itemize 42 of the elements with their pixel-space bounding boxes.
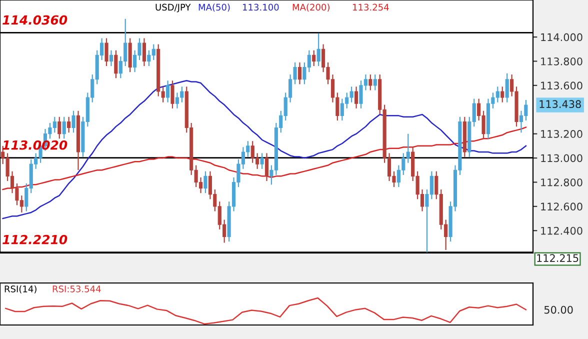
candlestick [298, 62, 302, 85]
candlestick [170, 80, 174, 109]
candlestick [109, 50, 114, 67]
candlestick [500, 86, 504, 103]
candlestick [368, 74, 372, 91]
ref-line-label: 112.2210 [2, 234, 68, 244]
candlestick [354, 86, 358, 109]
candlestick [58, 116, 62, 140]
chart-title: RSI(14) [4, 285, 36, 294]
y-tick-label: 112.800 [541, 178, 582, 186]
candlestick [72, 110, 76, 134]
chart-title: USD/JPY [156, 4, 191, 12]
text: 112.215 [537, 254, 578, 262]
candlestick [142, 38, 146, 67]
text: MA(200) [292, 4, 330, 12]
candlestick [204, 170, 208, 194]
candlestick [114, 50, 118, 79]
candlestick [264, 152, 269, 182]
text: RSI:53.544 [52, 286, 101, 292]
candlestick [316, 32, 320, 67]
candlestick [104, 38, 108, 67]
annotation: 113.254 [352, 4, 389, 11]
y-tick-label: 112.400 [541, 226, 582, 235]
y-tick-label: 113.600 [541, 82, 582, 90]
candlestick [166, 80, 170, 103]
text: MA(50) [198, 4, 230, 12]
candlestick [505, 72, 509, 103]
candlestick [312, 50, 316, 67]
y-tick-label: 112.600 [541, 202, 582, 211]
candlestick [373, 74, 377, 91]
y-tick-label: 114.000 [541, 33, 582, 42]
ref-line-label: 114.0360 [2, 15, 68, 25]
annotation: 113.100 [242, 4, 279, 11]
candlestick [67, 116, 71, 134]
y-tick-label: 113.800 [541, 57, 582, 66]
y-tick-label: 113.000 [541, 154, 582, 162]
candlestick [62, 116, 66, 140]
candlestick [260, 152, 264, 170]
text: 50.00 [544, 306, 573, 314]
y-tick-label: 113.200 [541, 130, 582, 138]
text: 113.438 [540, 100, 581, 108]
line-series [2, 80, 527, 220]
